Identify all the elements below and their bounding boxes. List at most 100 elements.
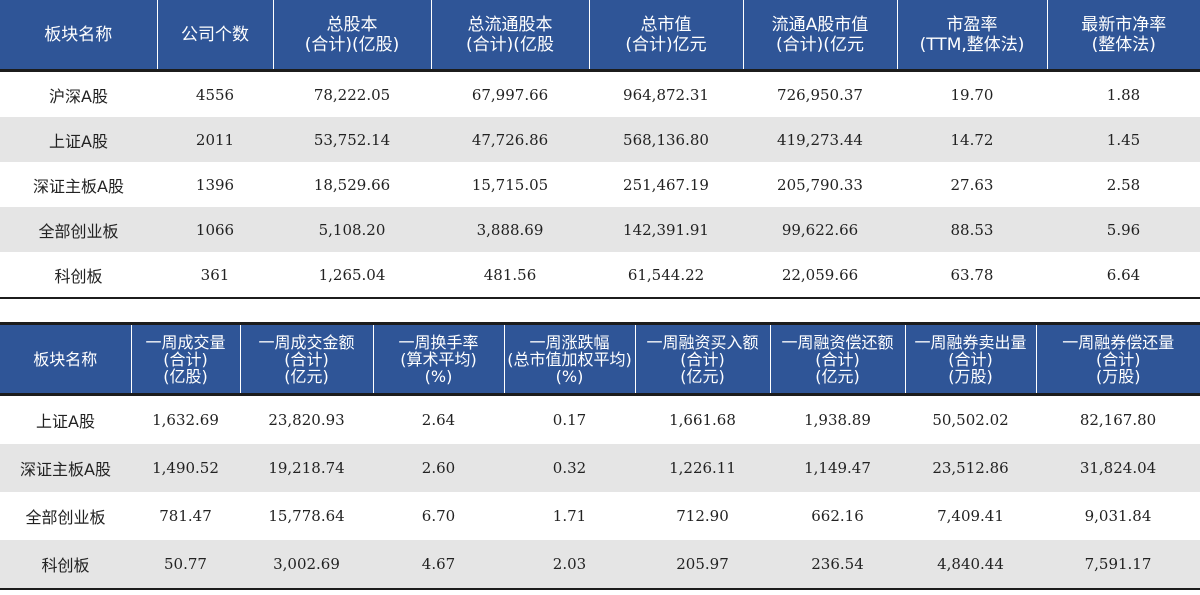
table-cell: 3,888.69: [431, 207, 589, 252]
table-cell: 31,824.04: [1036, 444, 1200, 492]
header-row: 板块名称 公司个数 总股本 (合计)(亿股) 总流通股本 (合计)(亿股 总市值 (合…: [0, 0, 1200, 72]
header-float-a-market-cap: 流通A股市值 (合计)(亿元: [743, 0, 898, 72]
header-pb-ratio: 最新市净率 (整体法): [1047, 0, 1200, 72]
table-row: 科创板 50.77 3,002.69 4.67 2.03 205.97 236.…: [0, 540, 1200, 590]
table-cell: 251,467.19: [623, 175, 709, 194]
table-cell: 7,591.17: [1036, 540, 1200, 590]
table-cell: 67,997.66: [471, 85, 549, 104]
table-cell: 662.16: [811, 507, 864, 525]
table-cell: 568,136.80: [589, 117, 743, 162]
table-cell: 82,167.80: [1079, 411, 1157, 429]
table-cell: 205,790.33: [777, 175, 863, 194]
table-row: 深证主板A股 1396 18,529.66 15,715.05 251,467.…: [0, 162, 1200, 207]
table-cell: 19.70: [950, 85, 994, 104]
table-cell: 88.53: [897, 207, 1047, 252]
header-sector-name: 板块名称: [0, 0, 158, 72]
table-cell: 1,226.11: [635, 444, 770, 492]
table-cell: 6.70: [421, 507, 456, 525]
table-row: 全部创业板 1066 5,108.20 3,888.69 142,391.91 …: [0, 207, 1200, 252]
sector-name-cell: 深证主板A股: [33, 176, 124, 196]
table-cell: 7,409.41: [937, 507, 1004, 525]
header-weekly-volume: 一周成交量 (合计) (亿股): [131, 322, 241, 396]
table-cell: 19,218.74: [240, 444, 373, 492]
weekly-trading-table: 板块名称 一周成交量 (合计) (亿股) 一周成交金额 (合计) (亿元) 一周换手率(…: [0, 322, 1200, 590]
sector-name-cell: 科创板: [0, 540, 131, 590]
header-row: 板块名称 一周成交量 (合计) (亿股) 一周成交金额 (合计) (亿元) 一周换手率(…: [0, 322, 1200, 396]
table-cell: 1066: [157, 207, 273, 252]
table-cell: 781.47: [159, 507, 212, 525]
header-total-float-shares: 总流通股本 (合计)(亿股: [431, 0, 590, 72]
table-cell: 2.64: [421, 411, 456, 429]
table-cell: 6.64: [1047, 252, 1200, 299]
header-sector-name: 板块名称: [0, 322, 132, 396]
table-cell: 4.67: [373, 540, 504, 590]
table-cell: 712.90: [676, 507, 729, 525]
header-short-sell: 一周融券卖出量 (合计) (万股): [905, 322, 1037, 396]
table-cell: 1396: [195, 175, 235, 194]
sector-name-cell: 上证A股: [36, 412, 95, 431]
table-cell: 964,872.31: [623, 85, 709, 104]
table-cell: 22,059.66: [743, 252, 897, 299]
table-cell: 53,752.14: [273, 117, 431, 162]
table-cell: 50,502.02: [932, 411, 1009, 429]
header-short-repay: 一周融券偿还量 (合计) (万股): [1036, 322, 1200, 396]
header-weekly-change: 一周涨跌幅 (总市值加权平均) (%): [504, 322, 636, 396]
table-cell: 3,002.69: [240, 540, 373, 590]
header-total-market-cap: 总市值 (合计)亿元: [589, 0, 744, 72]
table-cell: 1.88: [1106, 85, 1141, 104]
table-cell: 99,622.66: [743, 207, 897, 252]
table-cell: 0.17: [552, 411, 587, 429]
table-cell: 23,512.86: [905, 444, 1036, 492]
table-cell: 205.97: [635, 540, 770, 590]
sector-name-cell: 科创板: [0, 252, 157, 299]
header-weekly-turnover-amount: 一周成交金额 (合计) (亿元): [240, 322, 374, 396]
table-row: 上证A股 2011 53,752.14 47,726.86 568,136.80…: [0, 117, 1200, 162]
header-pe-ratio: 市盈率 (TTM,整体法): [897, 0, 1048, 72]
table-row: 深证主板A股 1,490.52 19,218.74 2.60 0.32 1,22…: [0, 444, 1200, 492]
header-total-shares: 总股本 (合计)(亿股): [273, 0, 432, 72]
table-cell: 1,661.68: [669, 411, 736, 429]
table-cell: 4,840.44: [905, 540, 1036, 590]
table-cell: 1,938.89: [804, 411, 871, 429]
header-margin-buy: 一周融资买入额 (合计) (亿元): [635, 322, 771, 396]
table-cell: 142,391.91: [589, 207, 743, 252]
table-cell: 18,529.66: [313, 175, 391, 194]
header-margin-repay: 一周融资偿还额 (合计) (亿元): [770, 322, 906, 396]
table-cell: 14.72: [897, 117, 1047, 162]
table-cell: 47,726.86: [431, 117, 589, 162]
table-cell: 9,031.84: [1084, 507, 1152, 525]
table-cell: 1,490.52: [131, 444, 240, 492]
table-cell: 2.58: [1106, 175, 1141, 194]
table-cell: 2011: [157, 117, 273, 162]
table-cell: 1,265.04: [273, 252, 431, 299]
header-weekly-turnover-rate: 一周换手率 (算术平均) (%): [373, 322, 505, 396]
table-cell: 726,950.37: [777, 85, 863, 104]
table-cell: 1,149.47: [770, 444, 905, 492]
table-row: 沪深A股 4556 78,222.05 67,997.66 964,872.31…: [0, 71, 1200, 118]
table-cell: 4556: [195, 85, 235, 104]
table-cell: 1,632.69: [152, 411, 219, 429]
table-cell: 2.03: [504, 540, 635, 590]
table-cell: 5.96: [1047, 207, 1200, 252]
table-cell: 2.60: [373, 444, 504, 492]
sector-name-cell: 全部创业板: [0, 207, 157, 252]
table-cell: 481.56: [431, 252, 589, 299]
table-cell: 63.78: [897, 252, 1047, 299]
table-cell: 50.77: [131, 540, 240, 590]
table-cell: 1.45: [1047, 117, 1200, 162]
table-cell: 23,820.93: [268, 411, 345, 429]
table-cell: 27.63: [950, 175, 994, 194]
table-cell: 1.71: [552, 507, 587, 525]
market-summary-table: 板块名称 公司个数 总股本 (合计)(亿股) 总流通股本 (合计)(亿股 总市值 (合…: [0, 0, 1200, 299]
table-cell: 361: [157, 252, 273, 299]
sector-name-cell: 深证主板A股: [0, 444, 131, 492]
sector-name-cell: 沪深A股: [49, 86, 108, 106]
table-cell: 15,715.05: [471, 175, 549, 194]
sector-name-cell: 全部创业板: [25, 508, 106, 527]
header-company-count: 公司个数: [157, 0, 274, 72]
table-cell: 78,222.05: [313, 85, 391, 104]
table-row: 全部创业板 781.47 15,778.64 6.70 1.71 712.90 …: [0, 492, 1200, 540]
table-cell: 61,544.22: [589, 252, 743, 299]
table-cell: 15,778.64: [268, 507, 345, 525]
table-cell: 5,108.20: [273, 207, 431, 252]
